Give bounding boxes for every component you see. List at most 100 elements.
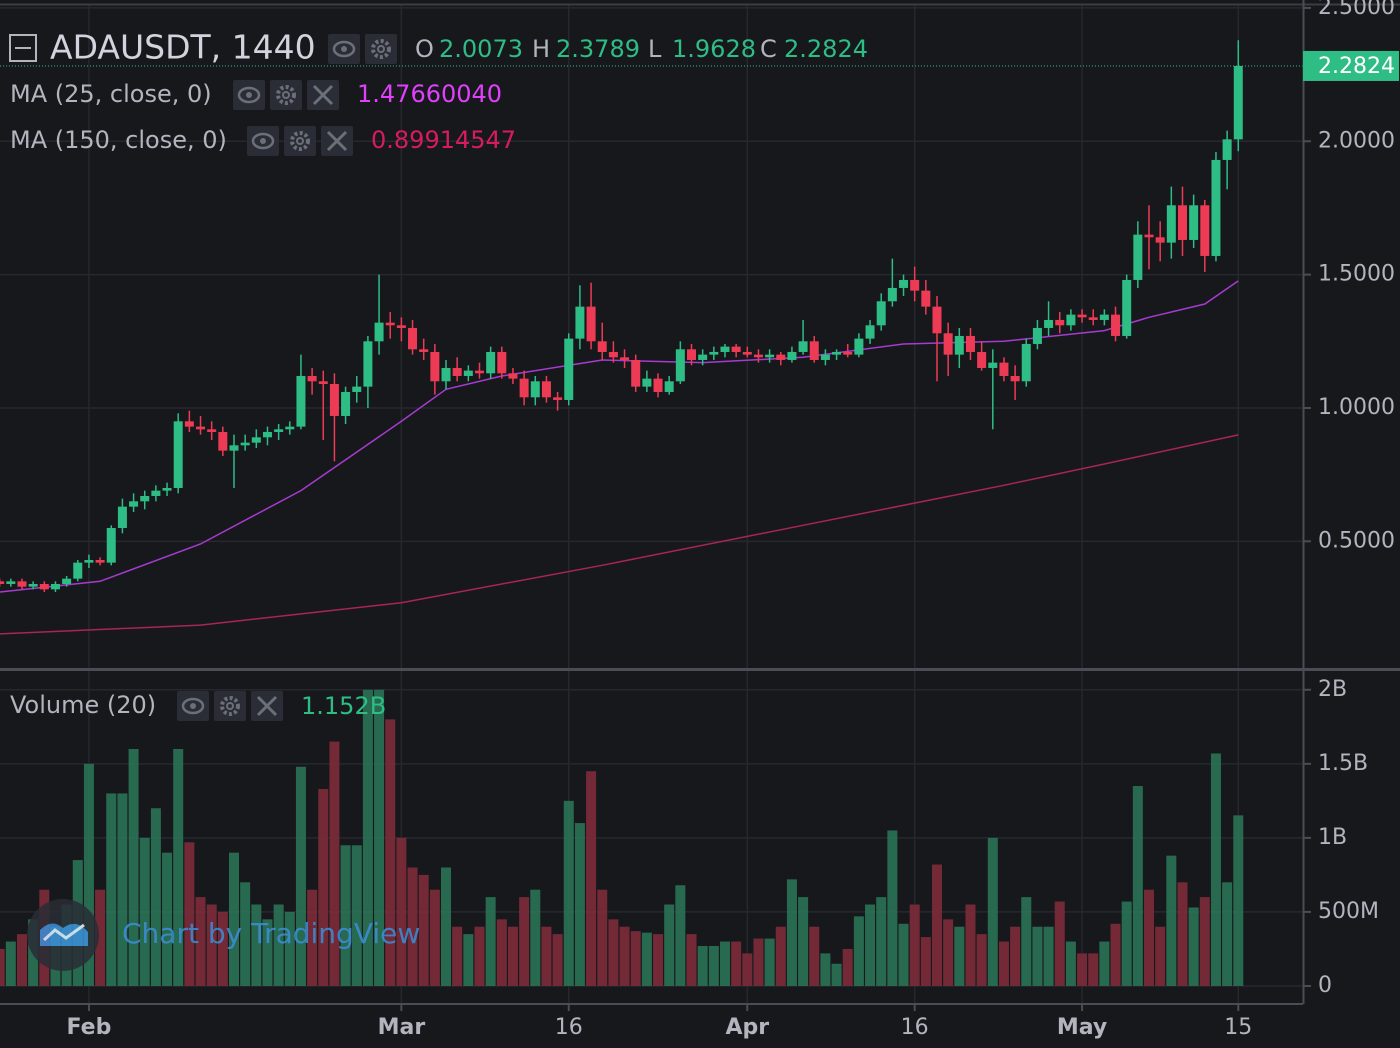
volume-bar: [1099, 941, 1110, 986]
candle-body: [318, 381, 328, 384]
candle-body: [1055, 319, 1065, 326]
volume-bar: [463, 934, 474, 986]
candle-body: [653, 378, 663, 392]
gear-icon: [290, 131, 310, 151]
volume-bar: [1233, 815, 1244, 986]
volume-bar: [128, 749, 139, 986]
candle-body: [396, 325, 406, 328]
ma-value: 0.89914547: [371, 126, 516, 154]
volume-bar: [753, 938, 764, 986]
volume-bar: [920, 937, 931, 986]
volume-bar: [507, 926, 518, 986]
volume-bar: [106, 793, 117, 986]
candle-body: [553, 397, 563, 400]
candle-body: [1066, 314, 1076, 326]
candle-body: [1032, 327, 1042, 344]
legend-button[interactable]: [284, 126, 316, 156]
volume-bar: [284, 911, 295, 986]
candle-body: [675, 349, 685, 382]
volume-bar: [139, 837, 150, 986]
y-tick-label: 1.5B: [1318, 751, 1368, 776]
volume-bar: [206, 904, 217, 986]
volume-bar: [865, 904, 876, 986]
candle-body: [218, 431, 228, 451]
volume-bar: [318, 788, 329, 986]
volume-bar: [295, 766, 306, 986]
candle-body: [1155, 237, 1165, 243]
gear-icon-hub: [226, 702, 234, 710]
ohlc-label: O: [415, 35, 434, 63]
legend-button[interactable]: [270, 80, 302, 110]
eye-icon-pupil: [341, 46, 347, 52]
candle-body: [84, 559, 94, 563]
volume-bar: [0, 948, 5, 986]
volume-bar: [664, 904, 675, 986]
candle-body: [229, 445, 239, 451]
volume-bar: [273, 904, 284, 986]
volume-bar: [452, 926, 463, 986]
candle-body: [709, 351, 719, 355]
y-tick-label: 1.5000: [1318, 262, 1395, 287]
volume-bar: [5, 941, 16, 986]
volume-bar: [653, 934, 664, 986]
volume-bar: [307, 889, 318, 986]
candle-body: [452, 367, 462, 376]
candle-body: [742, 351, 752, 355]
candle-body: [329, 383, 339, 416]
candle-body: [687, 349, 697, 360]
candle-body: [698, 354, 708, 360]
candle-body: [731, 346, 741, 352]
last-price-label: 2.2824: [1318, 54, 1395, 79]
volume-bar: [552, 934, 563, 986]
y-tick-label: 0: [1318, 973, 1332, 998]
candle-body: [776, 354, 786, 360]
candle-body: [207, 429, 217, 432]
candle-body: [1044, 319, 1054, 328]
candle-body: [586, 306, 596, 342]
symbol-icon[interactable]: [9, 34, 37, 62]
candle-body: [564, 338, 574, 400]
watermark-line: [42, 923, 85, 942]
volume-bar: [441, 867, 452, 986]
candle-body: [943, 333, 953, 355]
volume-bar: [1088, 953, 1099, 986]
candle-body: [307, 375, 317, 382]
eye-icon: [251, 132, 275, 150]
candle-body: [887, 287, 897, 302]
candle-body: [1099, 314, 1109, 320]
watermark-text: Chart by TradingView: [122, 917, 420, 950]
close-icon: [312, 84, 334, 106]
volume-bar: [954, 926, 965, 986]
legend-button[interactable]: [214, 691, 246, 721]
volume-bar: [1132, 786, 1143, 986]
candle-body: [1021, 343, 1031, 382]
volume-bar: [117, 793, 128, 986]
x-tick-label: Feb: [67, 1015, 112, 1040]
candle-body: [530, 381, 540, 398]
volume-bar: [764, 938, 775, 986]
volume-bar: [519, 897, 530, 986]
candle-body: [876, 301, 886, 326]
candle-body: [95, 559, 105, 563]
volume-bar: [809, 926, 820, 986]
ohlc-value: 1.9628: [672, 35, 756, 63]
volume-bar: [1144, 889, 1155, 986]
candle-body: [196, 426, 206, 430]
volume-bar: [820, 953, 831, 986]
candle-body: [419, 349, 429, 352]
gear-icon-hub: [296, 137, 304, 145]
volume-bar: [474, 926, 485, 986]
candle-body: [1133, 234, 1143, 280]
volume-bar: [340, 845, 351, 986]
volume-pane: [0, 689, 1244, 986]
volume-bar: [530, 889, 541, 986]
volume-bar: [563, 800, 574, 986]
candle-body: [832, 351, 842, 355]
volume-bar: [362, 689, 373, 986]
candle-body: [17, 581, 27, 587]
candle-body: [642, 378, 652, 387]
legend-button[interactable]: [365, 34, 397, 64]
candle-body: [999, 362, 1009, 376]
volume-bar: [262, 919, 273, 986]
